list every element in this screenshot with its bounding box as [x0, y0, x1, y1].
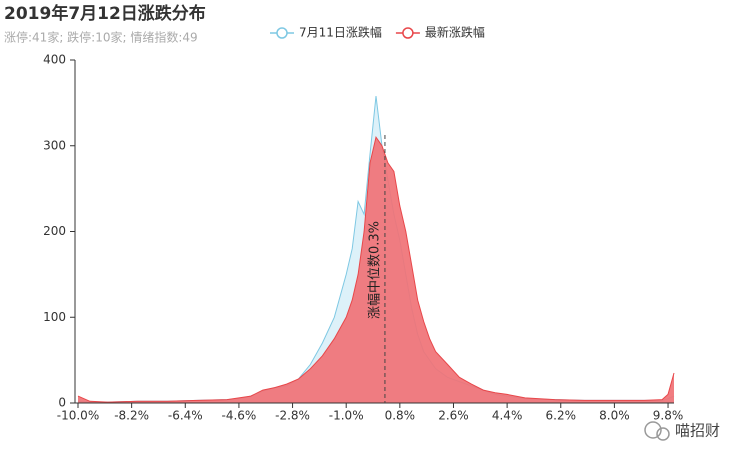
- x-tick-label: 8.0%: [599, 409, 630, 423]
- y-tick-label: 200: [43, 224, 66, 238]
- median-label: 涨幅中位数0.3%: [367, 221, 382, 319]
- chart-subtitle: 涨停:41家; 跌停:10家; 情绪指数:49: [4, 30, 198, 45]
- y-tick-label: 300: [43, 138, 66, 152]
- x-tick-label: -4.6%: [222, 409, 257, 423]
- area-fill: [78, 137, 674, 403]
- y-tick-label: 100: [43, 310, 66, 324]
- legend-item: 7月11日涨跌幅: [270, 25, 382, 40]
- chart-title: 2019年7月12日涨跌分布: [4, 3, 206, 24]
- x-tick-label: 0.8%: [385, 409, 416, 423]
- x-tick-label: -2.8%: [275, 409, 310, 423]
- y-tick-label: 400: [43, 53, 66, 67]
- y-tick-label: 0: [58, 396, 66, 410]
- x-tick-label: -1.0%: [329, 409, 364, 423]
- x-tick-label: -10.0%: [57, 409, 99, 423]
- legend-label: 7月11日涨跌幅: [299, 25, 382, 40]
- legend-marker: [276, 27, 288, 39]
- x-tick-label: 9.8%: [653, 409, 684, 423]
- x-tick-label: 4.4%: [492, 409, 523, 423]
- x-tick-label: -6.4%: [168, 409, 203, 423]
- watermark-text: 喵招财: [675, 422, 720, 440]
- legend-item: 最新涨跌幅: [395, 25, 485, 40]
- legend-marker: [402, 27, 414, 39]
- legend-label: 最新涨跌幅: [425, 25, 485, 40]
- x-tick-label: 2.6%: [438, 409, 469, 423]
- watermark: 喵招财: [644, 421, 720, 441]
- series-line: [77, 135, 675, 403]
- x-tick-label: 6.2%: [546, 409, 577, 423]
- x-tick-label: -8.2%: [114, 409, 149, 423]
